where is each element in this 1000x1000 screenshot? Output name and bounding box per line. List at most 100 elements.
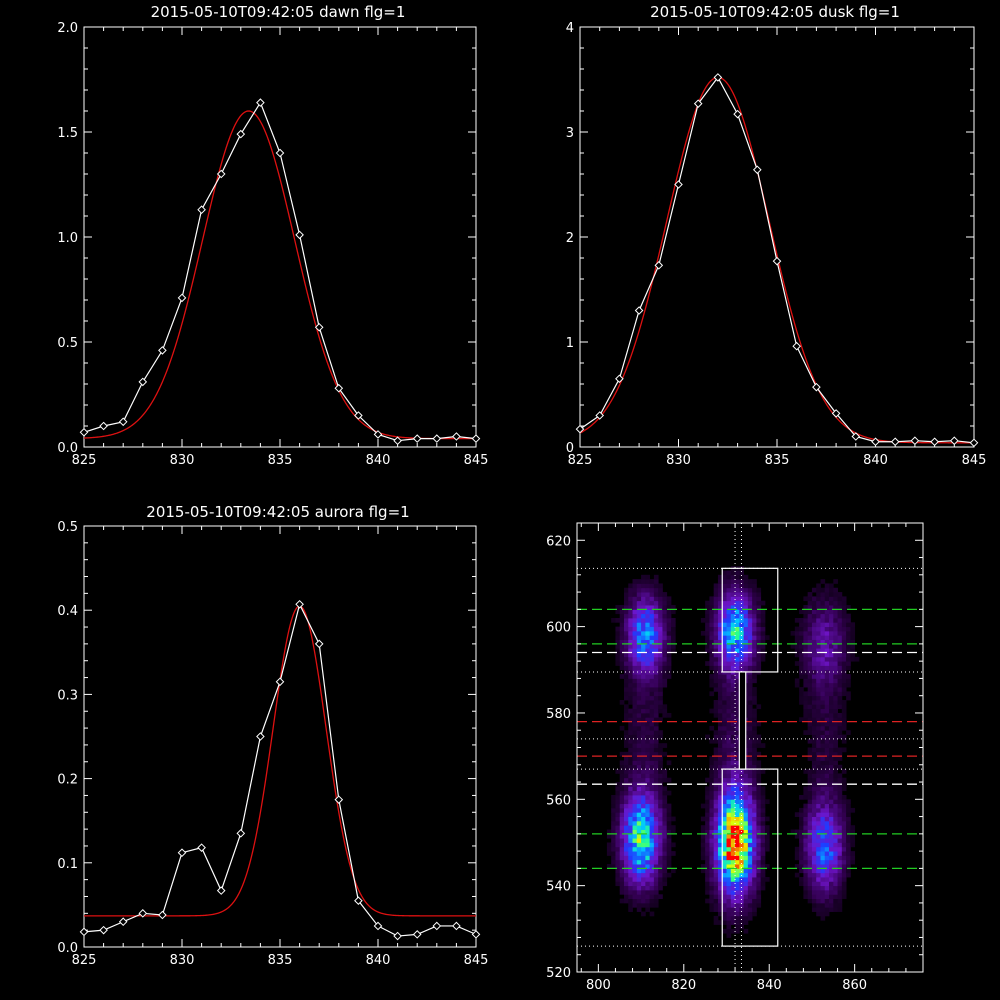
heatmap-cell — [615, 656, 621, 662]
heatmap-cell — [726, 682, 732, 688]
heatmap-cell — [756, 885, 762, 891]
heatmap-cell — [747, 794, 753, 800]
heatmap-cell — [632, 708, 638, 714]
heatmap-cell — [739, 630, 744, 636]
heatmap-cell — [730, 579, 736, 584]
heatmap-cell — [653, 881, 659, 887]
heatmap-cell — [833, 846, 838, 852]
heatmap-cell — [807, 773, 813, 779]
aurora-data-point — [216, 886, 226, 895]
heatmap-cell — [841, 885, 847, 891]
heatmap-cell — [726, 812, 732, 817]
heatmap-cell — [743, 868, 749, 874]
heatmap-cell — [623, 786, 629, 792]
heatmap-cell — [628, 738, 633, 744]
heatmap-cell — [722, 691, 727, 697]
heatmap-cell — [730, 881, 736, 887]
heatmap-cell — [811, 691, 817, 697]
heatmap-cell — [837, 816, 843, 822]
heatmap-cell — [666, 635, 672, 640]
heatmap-cell — [752, 794, 757, 800]
aurora-data-point — [393, 931, 402, 941]
heatmap-cell — [649, 643, 655, 649]
heatmap-cell — [730, 738, 736, 744]
heatmap-cell — [645, 799, 651, 805]
aurora-data-point — [79, 927, 89, 937]
heatmap-cell — [743, 648, 749, 653]
heatmap-cell — [662, 816, 668, 822]
heatmap-cell — [649, 851, 655, 856]
heatmap-cell — [833, 855, 838, 861]
heatmap-cell — [829, 894, 834, 900]
heatmap-cell — [717, 794, 723, 800]
heatmap-cell — [735, 816, 740, 822]
heatmap-cell — [632, 816, 638, 822]
heatmap-cell — [760, 812, 766, 817]
heatmap-cell — [628, 877, 633, 882]
heatmap-cell — [662, 617, 668, 623]
heatmap-cell — [820, 816, 826, 822]
heatmap-cell — [717, 687, 723, 692]
heatmap-cell — [636, 600, 642, 606]
heatmap-cell — [760, 617, 766, 623]
heatmap-cell — [619, 799, 625, 805]
heatmap-cell — [756, 764, 762, 770]
heatmap-cell — [829, 734, 834, 740]
heatmap-cell — [623, 769, 629, 774]
heatmap-cell — [752, 738, 757, 744]
heatmap-cell — [653, 622, 659, 628]
heatmap-cell — [747, 704, 753, 710]
heatmap-cell — [653, 725, 659, 731]
heatmap-cell — [824, 682, 830, 688]
heatmap-cell — [735, 643, 740, 649]
heatmap-cell — [829, 825, 834, 830]
heatmap-cell — [811, 889, 817, 895]
heatmap-cell — [824, 700, 830, 705]
heatmap-cell — [713, 626, 719, 632]
heatmap-cell — [816, 587, 821, 593]
heatmap-cell — [752, 747, 757, 753]
heatmap-cell — [666, 777, 672, 783]
heatmap-cell — [824, 794, 830, 800]
heatmap-cell — [730, 790, 736, 796]
dawn-spectrum-panel: 2015-05-10T09:42:05 dawn flg=1 825 830 835… — [57, 3, 488, 468]
heatmap-cell — [841, 665, 847, 671]
heatmap-cell — [705, 635, 710, 640]
heatmap-cell — [824, 648, 830, 653]
heatmap-cell — [645, 674, 651, 679]
heatmap-cell — [846, 816, 851, 822]
heatmap-cell — [717, 717, 723, 722]
heatmap-cell — [705, 851, 710, 856]
heatmap-cell — [747, 674, 753, 679]
heatmap-cell — [824, 820, 830, 826]
heatmap-cell — [760, 855, 766, 861]
heatmap-cell — [649, 864, 655, 869]
heatmap-cell — [837, 678, 843, 684]
heatmap-cell — [641, 600, 646, 606]
heatmap-cell — [623, 851, 629, 856]
heatmap-cell — [816, 868, 821, 874]
heatmap-cell — [811, 674, 817, 679]
heatmap-cell — [833, 626, 838, 632]
heatmap-cell — [662, 635, 668, 640]
heatmap-cell — [841, 635, 847, 640]
heatmap-cell — [722, 587, 727, 593]
heatmap-cell — [807, 600, 813, 606]
heatmap-cell — [829, 630, 834, 636]
heatmap-cell — [747, 777, 753, 783]
heatmap-cell — [824, 807, 830, 813]
heatmap-cell — [641, 639, 646, 645]
heatmap-cell — [829, 682, 834, 688]
heatmap-cell — [705, 613, 710, 619]
heatmap-cell — [829, 868, 834, 874]
heatmap-cell — [807, 799, 813, 805]
heatmap-cell — [739, 570, 744, 576]
heatmap-cell — [717, 747, 723, 753]
heatmap-cell — [726, 794, 732, 800]
heatmap-cell — [726, 773, 732, 779]
heatmap-cell — [841, 725, 847, 731]
heatmap-cell — [735, 799, 740, 805]
heatmap-cell — [747, 911, 753, 917]
heatmap-cell — [653, 592, 659, 597]
heatmap-cell — [730, 613, 736, 619]
